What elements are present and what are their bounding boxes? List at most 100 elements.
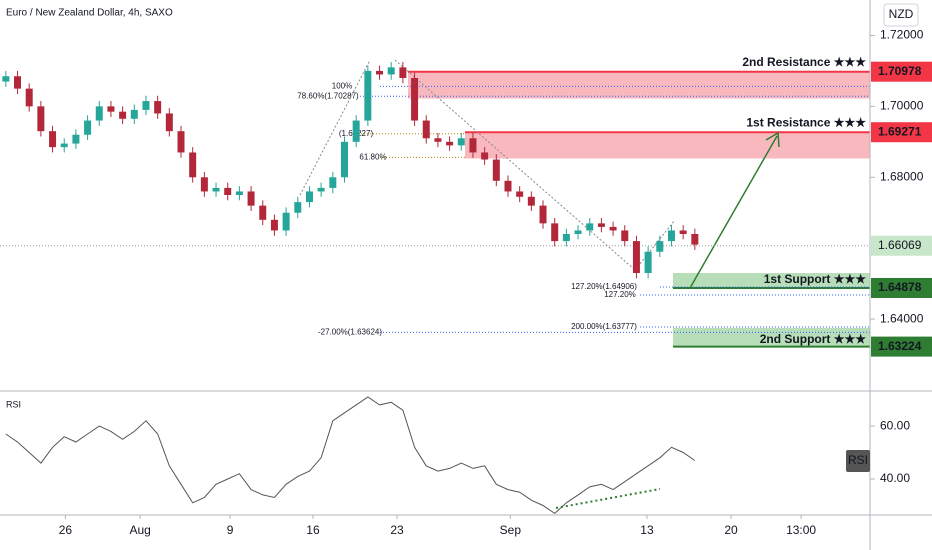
time-tick-label: Sep [500, 523, 522, 537]
candle-body [235, 191, 243, 195]
candle-body [294, 202, 302, 213]
candle-body [282, 212, 290, 231]
level-label: 2nd Support ★★★ [760, 332, 867, 346]
time-tick-label: 13:00 [786, 523, 816, 537]
candle-body [387, 67, 395, 75]
price-tick-label: 1.70000 [880, 99, 924, 113]
candle-body [2, 76, 10, 82]
rsi-badge-label: RSI [848, 453, 868, 467]
candle-body [411, 78, 419, 121]
time-tick-label: 16 [306, 523, 320, 537]
candle-body [340, 141, 348, 178]
rsi-tick-label: 40.00 [880, 471, 910, 485]
candle-body [504, 180, 512, 192]
candle-body [224, 187, 232, 195]
level-zone [673, 273, 870, 288]
candle-body [364, 70, 372, 121]
candle-body [189, 152, 197, 178]
level-label: 1st Support ★★★ [764, 272, 867, 286]
rsi-tick-label: 60.00 [880, 418, 910, 432]
candle-body [621, 230, 629, 242]
price-tick-label: 1.64000 [880, 311, 924, 325]
level-price: 1.63224 [878, 339, 922, 353]
candle-body [609, 226, 617, 231]
candle-body [597, 223, 605, 227]
fib-label: 61.80% [359, 153, 386, 162]
forecast-arrowhead [765, 131, 780, 148]
trend-line [299, 59, 371, 196]
candle-body [679, 230, 687, 234]
rsi-line [5, 396, 696, 515]
time-tick-label: Aug [129, 523, 150, 537]
chart-title: Euro / New Zealand Dollar, 4h, SAXO [6, 8, 173, 19]
candle-body [516, 191, 524, 197]
fib-label: 100% [332, 82, 352, 91]
fib-label: 78.60%(1.70287) [297, 91, 359, 100]
current-price: 1.66069 [878, 238, 922, 252]
candle-body [376, 70, 384, 75]
forecast-arrow [689, 135, 778, 289]
currency-box[interactable] [883, 3, 919, 27]
level-zone [465, 132, 870, 159]
candle-body [107, 106, 115, 112]
candle-body [399, 67, 407, 78]
candle-body [165, 113, 173, 132]
candle-body [212, 187, 220, 192]
currency[interactable]: NZD [889, 7, 914, 21]
candle-body [25, 88, 33, 107]
fib-label: 200.00%(1.63777) [571, 322, 637, 331]
candle-body [632, 241, 640, 273]
candle-body [667, 230, 675, 242]
candle-body [457, 138, 465, 146]
level-price: 1.69271 [878, 124, 922, 138]
fib-label: -27.00%(1.63624) [318, 328, 382, 337]
price-tick-label: 1.68000 [880, 169, 924, 183]
level-price: 1.70978 [878, 64, 922, 78]
candle-body [656, 241, 664, 252]
candle-body [37, 106, 45, 132]
candle-body [154, 101, 162, 114]
candle-body [422, 120, 430, 139]
candle-body [270, 219, 278, 231]
price-tick-label: 1.72000 [880, 28, 924, 42]
candle-body [644, 251, 652, 273]
candle-body [317, 187, 325, 192]
candle-body [551, 223, 559, 242]
candle-body [72, 134, 80, 144]
level-price: 1.64878 [878, 280, 922, 294]
candle-body [574, 230, 582, 234]
rsi-badge [846, 450, 870, 472]
rsi-title: RSI [6, 399, 21, 409]
candle-body [434, 138, 442, 142]
candle-body [586, 223, 594, 231]
candle-body [200, 177, 208, 192]
trend-line [634, 219, 676, 271]
candle-body [481, 152, 489, 160]
current-price-box [871, 235, 932, 256]
time-tick-label: 20 [724, 523, 738, 537]
candle-body [130, 109, 138, 119]
candle-body [247, 191, 255, 206]
level-label: 2nd Resistance ★★★ [742, 55, 866, 69]
candle-body [49, 131, 57, 148]
level-price-box [871, 277, 932, 298]
candle-body [84, 120, 92, 135]
candle-body [492, 159, 500, 181]
plot-layer: 100%78.60%(1.70287)(1.69227)61.80%127.20… [0, 59, 870, 515]
candle-body [446, 141, 454, 146]
level-price-box [871, 122, 932, 143]
time-tick-label: 23 [390, 523, 404, 537]
candle-body [142, 101, 150, 110]
candle-body [352, 120, 360, 142]
candle-body [60, 143, 68, 148]
fib-label: 127.20%(1.64906) [571, 282, 637, 291]
candle-body [329, 177, 337, 188]
time-tick-label: 13 [640, 523, 654, 537]
time-tick-label: 9 [227, 523, 234, 537]
level-label: 1st Resistance ★★★ [746, 115, 866, 129]
candle-body [527, 196, 535, 206]
level-zone [408, 71, 870, 99]
level-price-box [871, 61, 932, 82]
candle-body [119, 111, 127, 119]
